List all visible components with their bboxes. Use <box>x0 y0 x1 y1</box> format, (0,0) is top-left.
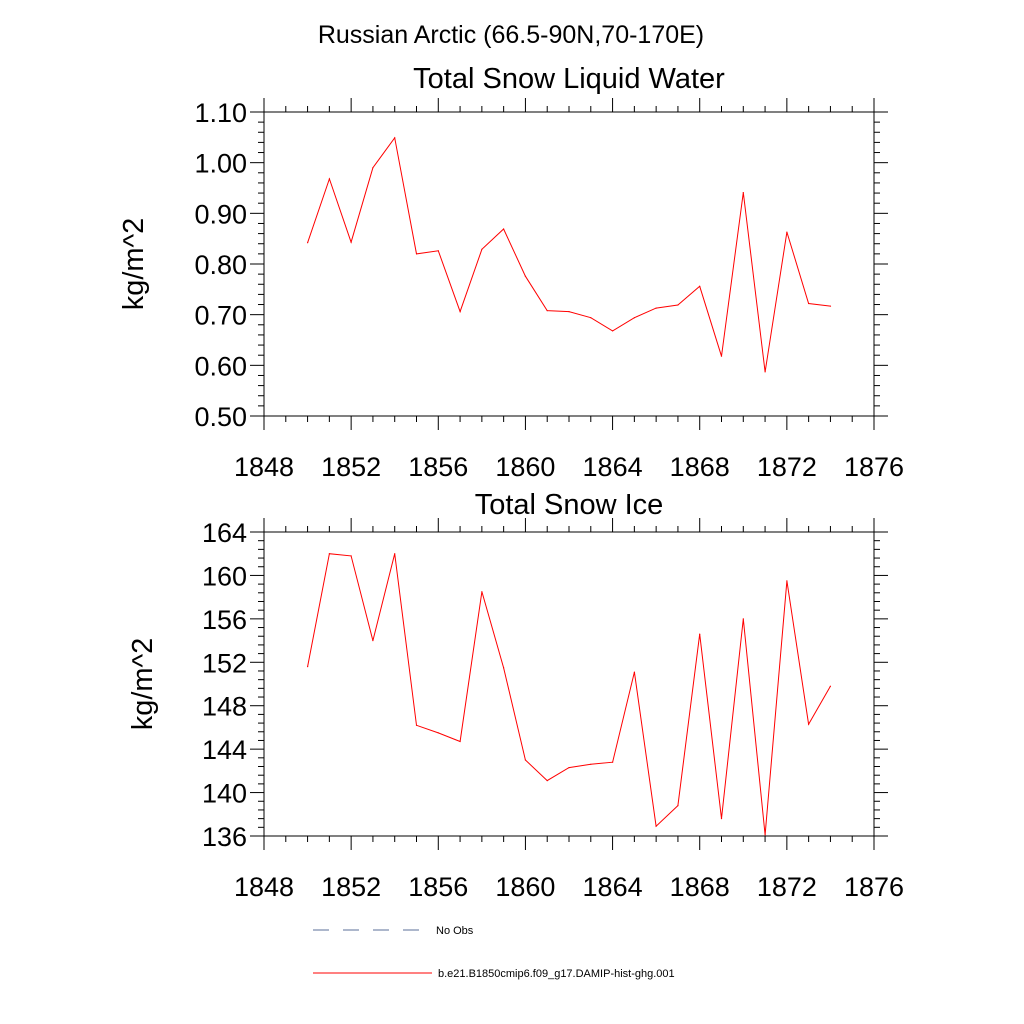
x-tick-label: 1856 <box>408 872 468 902</box>
y-tick-label: 0.80 <box>194 250 247 280</box>
data-point <box>481 248 483 250</box>
data-point <box>546 780 548 782</box>
data-point <box>459 311 461 313</box>
x-tick-label: 1868 <box>670 452 730 482</box>
data-point <box>546 310 548 312</box>
data-point <box>328 553 330 555</box>
data-point <box>655 307 657 309</box>
data-point <box>568 767 570 769</box>
data-point <box>720 818 723 820</box>
x-tick-label: 1848 <box>234 872 294 902</box>
chart-panels: Total Snow Liquid Water kg/m^2 1848 1852 185… <box>118 63 904 902</box>
data-point <box>394 137 396 139</box>
x-tick-label: 1860 <box>495 872 555 902</box>
data-point <box>524 759 527 761</box>
panel-title: Total Snow Ice <box>475 489 664 521</box>
data-point <box>699 633 701 635</box>
y-tick-label: 148 <box>202 692 247 722</box>
x-tick-label: 1872 <box>757 452 817 482</box>
plot-frame <box>263 531 875 837</box>
data-point <box>503 228 505 230</box>
data-point <box>720 355 723 357</box>
x-tick-label: 1852 <box>321 452 381 482</box>
data-point <box>372 640 374 642</box>
y-tick-label: 1.00 <box>194 149 247 179</box>
chart-panel: Total Snow Ice kg/m^2 1848 1852 1856 1860 1864… <box>127 489 904 902</box>
data-point <box>808 302 810 305</box>
x-tick-label: 1876 <box>844 452 904 482</box>
data-point <box>633 317 636 319</box>
y-tick-label: 164 <box>202 518 247 548</box>
data-point <box>459 740 461 743</box>
data-point <box>524 275 527 277</box>
x-tick-label: 1864 <box>583 452 643 482</box>
legend-label-model-run: b.e21.B1850cmip6.f09_g17.DAMIP-hist-ghg.… <box>438 968 675 980</box>
x-tick-label: 1876 <box>844 872 904 902</box>
x-tick-label: 1860 <box>495 452 555 482</box>
data-point <box>350 555 352 557</box>
y-tick-label: 0.70 <box>194 301 247 331</box>
y-tick-label: 140 <box>202 779 247 809</box>
data-point <box>808 723 810 725</box>
y-tick-label: 160 <box>202 561 247 591</box>
figure-main-title: Russian Arctic (66.5-90N,70-170E) <box>318 21 704 49</box>
y-tick-label: 0.90 <box>194 199 247 229</box>
plot-frame <box>263 111 875 417</box>
data-point <box>612 761 614 763</box>
data-point <box>677 304 679 306</box>
data-point <box>568 311 570 313</box>
data-point <box>786 580 788 582</box>
data-point <box>612 330 614 332</box>
x-tick-label: 1856 <box>408 452 468 482</box>
x-tick-label: 1872 <box>757 872 817 902</box>
legend-label-no-obs: No Obs <box>436 925 474 937</box>
data-point <box>415 724 418 726</box>
y-tick-label: 136 <box>202 822 247 852</box>
series-line <box>307 136 831 372</box>
data-point <box>633 671 636 673</box>
data-point <box>590 317 592 319</box>
y-tick-label: 0.50 <box>194 402 247 432</box>
data-point <box>655 825 657 827</box>
x-tick-label: 1852 <box>321 872 381 902</box>
data-point <box>437 250 439 252</box>
x-tick-label: 1848 <box>234 452 294 482</box>
data-point <box>590 763 592 765</box>
data-point <box>742 618 744 620</box>
data-point <box>307 666 309 668</box>
data-point <box>503 667 505 669</box>
panel-title: Total Snow Liquid Water <box>413 63 725 95</box>
data-point <box>481 591 483 593</box>
data-point <box>677 805 679 807</box>
data-point <box>742 192 744 194</box>
y-axis-label: kg/m^2 <box>127 638 159 731</box>
data-point <box>307 242 309 244</box>
data-point <box>350 241 352 243</box>
data-point <box>829 305 832 307</box>
data-point <box>437 732 439 734</box>
data-point <box>415 253 418 255</box>
y-tick-label: 144 <box>202 735 247 765</box>
chart-panel: Total Snow Liquid Water kg/m^2 1848 1852 185… <box>118 63 904 482</box>
data-point <box>394 553 396 555</box>
y-tick-label: 0.60 <box>194 351 247 381</box>
y-axis-label: kg/m^2 <box>118 218 150 311</box>
data-point <box>829 685 832 687</box>
data-point <box>699 285 701 287</box>
data-point <box>764 371 766 373</box>
data-point <box>328 178 330 180</box>
y-tick-label: 156 <box>202 605 247 635</box>
data-point <box>786 231 788 233</box>
data-point <box>764 834 766 836</box>
x-tick-label: 1864 <box>583 872 643 902</box>
x-tick-label: 1868 <box>670 872 730 902</box>
data-point <box>372 167 374 169</box>
y-tick-label: 1.10 <box>194 98 247 128</box>
y-tick-label: 152 <box>202 648 247 678</box>
chart-legend: No Obs b.e21.B1850cmip6.f09_g17.DAMIP-hi… <box>313 925 675 980</box>
series-line <box>307 553 831 835</box>
